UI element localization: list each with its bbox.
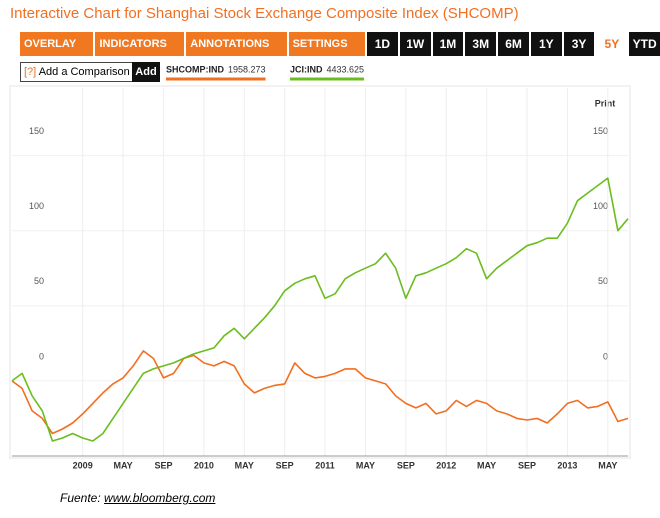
y-tick-label: 50: [598, 276, 608, 286]
menu-button[interactable]: ANNOTATIONS ▼: [186, 32, 287, 74]
footer-prefix: Fuente:: [60, 491, 101, 505]
x-tick-label: 2012: [436, 460, 456, 470]
add-button[interactable]: Add: [132, 62, 160, 82]
legend-label: JCI:IND: [290, 64, 323, 74]
y-tick-label: 100: [593, 201, 608, 211]
y-tick-label: 0: [39, 351, 44, 361]
range-button[interactable]: 1W: [399, 32, 431, 56]
range-button[interactable]: YTD: [629, 32, 660, 56]
x-tick-label: MAY: [477, 460, 496, 470]
range-button[interactable]: 3M: [465, 32, 497, 56]
menu-button[interactable]: OVERLAY ▼: [20, 32, 94, 74]
y-tick-label: 0: [603, 351, 608, 361]
x-tick-label: 2010: [194, 460, 214, 470]
footer: Fuente: www.bloomberg.com: [60, 491, 215, 505]
legend-label: SHCOMP:IND: [166, 64, 224, 74]
x-tick-label: SEP: [276, 460, 294, 470]
y-tick-label: 150: [29, 126, 44, 136]
range-button[interactable]: 3Y: [563, 32, 595, 56]
menu-button[interactable]: INDICATORS ▼: [95, 32, 185, 74]
placeholder: Add a Comparison: [38, 66, 130, 78]
toolbar: OVERLAY ▼ INDICATORS ▼ ANNOTATIONS ▼ SETTIN…: [20, 32, 660, 74]
footer-link[interactable]: www.bloomberg.com: [104, 491, 216, 505]
x-tick-label: SEP: [518, 460, 536, 470]
x-tick-label: MAY: [356, 460, 375, 470]
x-tick-label: MAY: [113, 460, 132, 470]
legend-value: 1958.273: [228, 64, 266, 74]
range-button[interactable]: 1D: [367, 32, 398, 56]
print-link[interactable]: Print: [595, 98, 616, 108]
y-tick-label: 50: [34, 276, 44, 286]
page-title: Interactive Chart for Shanghai Stock Exc…: [10, 5, 519, 22]
x-tick-label: 2013: [557, 460, 577, 470]
y-tick-label: 150: [593, 126, 608, 136]
x-tick-label: 2009: [73, 460, 93, 470]
range-button[interactable]: 1M: [432, 32, 464, 56]
help-icon[interactable]: [?]: [24, 66, 37, 78]
x-tick-label: SEP: [154, 460, 172, 470]
chart: Print 0 0 50 50 100 100 150 150 2009 MAY SEP 2010 MA…: [9, 64, 631, 470]
x-tick-label: 2011: [315, 460, 335, 470]
x-tick-label: MAY: [598, 460, 617, 470]
x-tick-label: MAY: [235, 460, 254, 470]
series-line: [11, 350, 629, 435]
menu-button[interactable]: SETTINGS ▼: [288, 32, 366, 74]
legend-value: 4433.625: [327, 64, 365, 74]
x-tick-label: SEP: [397, 460, 415, 470]
y-tick-label: 100: [29, 201, 44, 211]
series-line: [11, 177, 629, 442]
range-button[interactable]: 5Y: [596, 32, 628, 56]
range-button[interactable]: 6M: [498, 32, 529, 56]
range-button[interactable]: 1Y: [530, 32, 562, 56]
plot-frame: [9, 85, 631, 459]
